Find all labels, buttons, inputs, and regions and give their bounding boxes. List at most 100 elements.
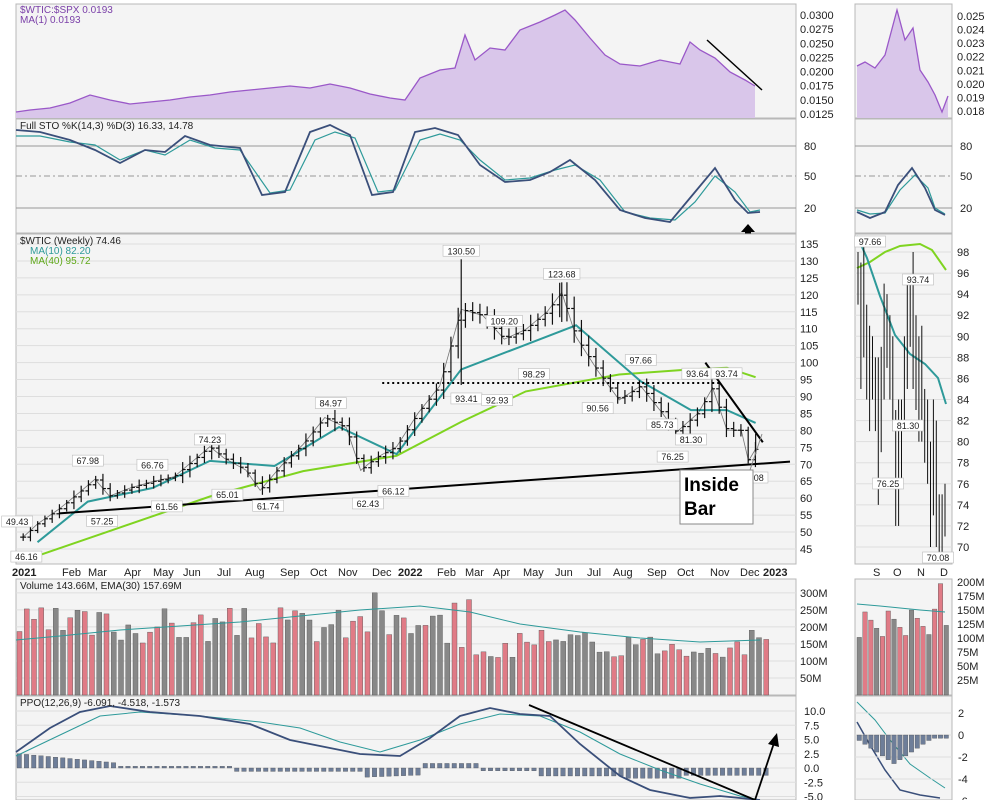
volume-bar: [169, 622, 175, 696]
volume-bar: [756, 637, 762, 696]
ppo-hist-bar: [270, 767, 276, 772]
ppo-hist-bar: [125, 766, 131, 769]
price-label-98.29: 98.29: [523, 369, 546, 379]
zoom-ppo-hist-bar: [856, 734, 862, 741]
zoom-label-97.66: 97.66: [859, 237, 882, 247]
ppo-hist-bar: [430, 763, 435, 769]
ppo-hist-bar: [647, 767, 653, 779]
ppo-hist-bar: [749, 767, 754, 776]
ppo-hist-bar: [103, 761, 109, 769]
volume-bar: [364, 631, 371, 696]
price-tick-90: 90: [800, 392, 812, 404]
zoom-ratio-tick-0.024: 0.024: [957, 25, 985, 37]
x-label-2023-24: 2023: [763, 567, 787, 579]
ppo-tick-7.5: 7.5: [804, 720, 819, 732]
sto-k-line: [15, 124, 761, 223]
ppo-hist-bar: [277, 767, 283, 772]
volume-bar: [459, 647, 465, 696]
volume-bar: [53, 608, 59, 696]
zoom-volume-tick-75M: 75M: [957, 647, 978, 659]
price-label-93.74: 93.74: [715, 369, 738, 379]
volume-bar: [270, 642, 276, 696]
ppo-hist-bar: [60, 757, 66, 769]
ppo-hist-bar: [575, 767, 580, 777]
zoom-price-tick-76: 76: [957, 479, 969, 491]
zoom-x-label-S: S: [873, 567, 880, 579]
volume-bar: [582, 632, 588, 696]
volume-bar: [176, 637, 182, 696]
ratio-tick-0.0125: 0.0125: [800, 109, 834, 121]
price-tick-60: 60: [800, 493, 812, 505]
volume-bar: [350, 620, 356, 696]
ppo-hist-bar: [248, 767, 254, 772]
sto-tick-20: 20: [804, 203, 816, 215]
price-label-123.68: 123.68: [548, 269, 576, 279]
zoom-ratio-tick-0.022: 0.022: [957, 52, 985, 64]
zoom-ppo-hist-bar: [926, 734, 932, 741]
zoom-ppo-hist-bar: [891, 734, 897, 764]
zoom-ppo-hist-bar: [885, 734, 891, 760]
price-tick-45: 45: [800, 544, 812, 556]
ppo-hist-bar: [161, 766, 167, 769]
price-label-61.74: 61.74: [257, 501, 280, 511]
zoom-ppo-hist-bar: [868, 734, 874, 749]
price-legend-1: $WTIC (Weekly) 74.46: [20, 236, 121, 247]
volume-bar: [285, 619, 291, 696]
volume-bar: [335, 609, 342, 696]
x-label-Nov-22: Nov: [710, 567, 730, 579]
zoom-volume-bar: [880, 636, 885, 696]
sto-d-line: [16, 131, 761, 221]
zoom-volume-tick-100M: 100M: [957, 633, 985, 645]
volume-bar: [531, 644, 537, 696]
price-tick-65: 65: [800, 476, 812, 488]
ppo-hist-bar: [140, 766, 145, 769]
ppo-hist-bar: [74, 759, 80, 769]
volume-ema-line: [15, 605, 761, 643]
x-label-Mar-2: Mar: [88, 567, 107, 579]
x-label-Aug-19: Aug: [613, 567, 633, 579]
volume-bar: [256, 623, 262, 696]
ratio-tick-0.0150: 0.0150: [800, 95, 834, 107]
zoom-ratio-tick-0.018: 0.018: [957, 106, 985, 118]
ppo-hist-bar: [364, 767, 370, 778]
zoom-ppo-hist-bar: [943, 734, 949, 739]
volume-bar: [205, 641, 211, 696]
ppo-hist-bar: [328, 767, 334, 772]
price-label-46.16: 46.16: [15, 552, 38, 562]
ppo-hist-bar: [89, 760, 95, 769]
ppo-hist-bar: [292, 767, 298, 772]
volume-bar: [89, 634, 95, 696]
price-label-65.01: 65.01: [216, 490, 239, 500]
volume-bar: [140, 642, 146, 696]
volume-bar: [488, 656, 494, 696]
sto-tick-80: 80: [804, 141, 816, 153]
volume-bar: [343, 637, 349, 696]
zoom-volume-bar: [868, 619, 874, 696]
ppo-hist-bar: [212, 766, 218, 769]
ratio-tick-0.0300: 0.0300: [800, 10, 834, 22]
up-arrow-icon: [741, 224, 755, 240]
zoom-volume-tick-25M: 25M: [957, 675, 978, 687]
volume-bar: [698, 652, 704, 696]
zoom-volume-bar: [897, 627, 903, 696]
ppo-tick-2.5: 2.5: [804, 749, 819, 761]
volume-bar: [422, 625, 429, 696]
ppo-hist-bar: [720, 767, 725, 776]
zoom-ppo-hist-bar: [897, 734, 903, 760]
volume-bar: [466, 599, 472, 696]
ppo-hist-bar: [473, 763, 479, 769]
zoom-volume-bar: [932, 608, 938, 696]
volume-bar: [190, 622, 197, 696]
zoom-price-tick-78: 78: [957, 458, 969, 470]
ppo-hist-bar: [517, 767, 522, 771]
volume-bar: [604, 651, 610, 696]
zoom-ppo-hist-bar: [938, 734, 943, 739]
volume-bar: [45, 629, 52, 696]
zoom-price-tick-90: 90: [957, 331, 969, 343]
zoom-label-93.74: 93.74: [907, 275, 930, 285]
zoom-price-tick-80: 80: [957, 437, 969, 449]
volume-tick-100M: 100M: [800, 656, 828, 668]
ppo-hist-bar: [256, 767, 261, 772]
volume-bar: [640, 639, 646, 696]
ppo-hist-bar: [372, 767, 377, 777]
